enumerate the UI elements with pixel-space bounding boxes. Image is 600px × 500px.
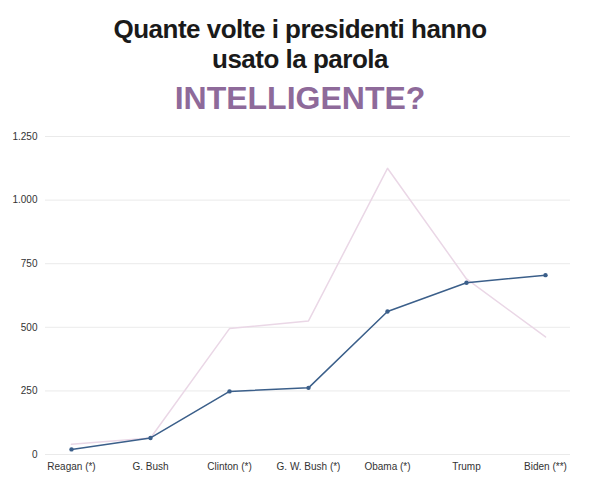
svg-text:Obama (*): Obama (*) [364,461,410,472]
svg-text:Biden (**): Biden (**) [524,461,567,472]
svg-text:500: 500 [21,322,38,333]
svg-text:250: 250 [21,385,38,396]
svg-text:0: 0 [32,449,38,460]
svg-text:Reagan (*): Reagan (*) [47,461,95,472]
svg-text:Trump: Trump [452,461,481,472]
svg-text:G. W. Bush (*): G. W. Bush (*) [277,461,341,472]
svg-text:G. Bush: G. Bush [132,461,168,472]
svg-text:Clinton (*): Clinton (*) [207,461,251,472]
html-text:Quante volte i presidenti hann: Quante volte i presidenti hanno usato la… [113,14,487,74]
svg-text:1.000: 1.000 [12,194,37,205]
html-text:INTELLIGENTE?: INTELLIGENTE? [174,80,426,116]
svg-text:1.250: 1.250 [12,131,37,142]
svg-text:750: 750 [21,258,38,269]
